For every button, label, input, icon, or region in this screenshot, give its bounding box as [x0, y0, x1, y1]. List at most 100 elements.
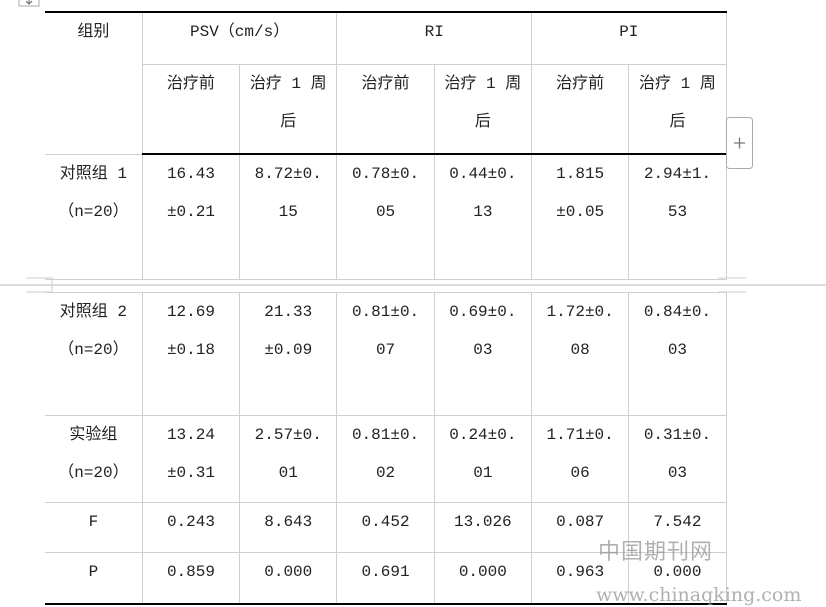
value-text: 0.000 — [458, 563, 507, 581]
table-part-2: 对照组 2 （n=20） 12.69±0.18 21.33±0.09 0.81±0.07… — [45, 292, 727, 605]
subheader-cell: 治疗 1 周后 — [433, 63, 533, 155]
value-cell: 0.000 — [433, 552, 532, 605]
value-text: 0.452 — [361, 513, 410, 531]
value-cell: 0.243 — [141, 502, 241, 553]
value-text: 13.026 — [454, 513, 512, 531]
data-row: 对照组 1 （n=20） 16.43±0.21 8.72±0.15 0.78±0.05 0… — [45, 153, 727, 280]
value-cell: 21.33±0.09 — [239, 292, 338, 416]
value-text: 21.33±0.09 — [264, 303, 313, 359]
subheader-row: 治疗前 治疗 1 周后 治疗前 治疗 1 周后 治疗前 治疗 1 周后 — [45, 63, 727, 155]
value-text: 7.542 — [653, 513, 702, 531]
value-cell: 0.78±0.05 — [336, 153, 435, 280]
header-row: 组别 PSV（cm/s） RI PI — [45, 11, 727, 155]
value-text: 0.859 — [166, 563, 215, 581]
value-text: 1.72±0.08 — [546, 303, 614, 359]
group-cell: 对照组 1 （n=20） — [45, 153, 143, 280]
value-text: 0.000 — [653, 563, 702, 581]
value-cell: 0.000 — [628, 552, 727, 605]
value-cell: 1.815±0.05 — [530, 153, 630, 280]
subheader-cell: 治疗前 — [530, 63, 630, 155]
value-cell: 8.643 — [239, 502, 338, 553]
header-cell: PI — [531, 11, 727, 65]
value-text: 0.243 — [166, 513, 215, 531]
value-text: 0.963 — [556, 563, 605, 581]
value-cell: 0.963 — [530, 552, 630, 605]
value-cell: 13.24±0.31 — [141, 415, 241, 503]
value-text: 0.81±0.07 — [351, 303, 420, 359]
group-name: P — [88, 563, 99, 581]
value-text: 13.24±0.31 — [166, 426, 215, 482]
value-text: 0.000 — [264, 563, 313, 581]
data-row: 实验组 （n=20） 13.24±0.31 2.57±0.01 0.81±0.02 0.2… — [45, 415, 727, 503]
subheader-text: 治疗 1 周后 — [639, 74, 716, 131]
group-n: （n=20） — [58, 202, 129, 221]
header-cell: RI — [336, 11, 532, 65]
subheader-cell: 治疗 1 周后 — [239, 63, 338, 155]
value-text: 1.815±0.05 — [556, 165, 605, 221]
group-name: F — [88, 513, 99, 531]
value-cell: 0.84±0.03 — [628, 292, 727, 416]
group-cell: F — [45, 502, 143, 553]
group-cell: 对照组 2 （n=20） — [45, 292, 143, 416]
value-cell: 0.44±0.13 — [433, 153, 533, 280]
value-text: 0.78±0.05 — [351, 165, 420, 221]
subheader-text: 治疗前 — [361, 74, 410, 93]
value-text: 0.691 — [361, 563, 410, 581]
value-cell: 0.69±0.03 — [433, 292, 532, 416]
value-text: 1.71±0.06 — [546, 426, 614, 482]
add-column-button[interactable] — [726, 117, 754, 170]
value-text: 0.087 — [556, 513, 605, 531]
value-cell: 0.31±0.03 — [628, 415, 727, 503]
value-cell: 0.24±0.01 — [433, 415, 532, 503]
corner-icon[interactable] — [18, 0, 42, 8]
value-cell: 0.81±0.07 — [336, 292, 435, 416]
data-row: 对照组 2 （n=20） 12.69±0.18 21.33±0.09 0.81±0.07… — [45, 292, 727, 416]
value-cell: 2.57±0.01 — [239, 415, 338, 503]
value-text: 2.57±0.01 — [254, 426, 322, 482]
subheader-cell: 治疗 1 周后 — [628, 63, 727, 155]
value-text: 0.31±0.03 — [643, 426, 712, 482]
value-text: 8.72±0.15 — [254, 165, 322, 221]
data-row: P 0.859 0.000 0.691 0.000 0.963 0.000 — [45, 552, 727, 605]
value-cell: 1.71±0.06 — [530, 415, 630, 503]
subheader-cell: 治疗前 — [142, 63, 241, 155]
value-text: 16.43±0.21 — [166, 165, 215, 221]
value-cell: 8.72±0.15 — [239, 153, 338, 280]
subheader-text: 治疗前 — [166, 74, 215, 93]
value-text: 0.24±0.01 — [449, 426, 517, 482]
value-text: 2.94±1.53 — [643, 165, 712, 221]
value-cell: 16.43±0.21 — [141, 153, 241, 280]
group-cell: 实验组 （n=20） — [45, 415, 143, 503]
value-cell: 0.691 — [336, 552, 435, 605]
value-cell: 0.452 — [336, 502, 435, 553]
subheader-text: 治疗前 — [556, 74, 605, 93]
watermark-url: www.chinaqking.com — [596, 584, 802, 606]
group-n: （n=20） — [58, 464, 129, 482]
value-text: 12.69±0.18 — [166, 303, 215, 359]
header-cell: PSV（cm/s） — [141, 11, 338, 65]
value-cell: 1.72±0.08 — [530, 292, 630, 416]
value-text: 8.643 — [264, 513, 313, 531]
subheader-text: 治疗 1 周后 — [249, 74, 327, 131]
value-text: 0.84±0.03 — [643, 303, 712, 359]
value-cell: 12.69±0.18 — [141, 292, 241, 416]
value-text: 0.69±0.03 — [449, 303, 517, 359]
subheader-text: 治疗 1 周后 — [444, 74, 522, 131]
header-cell: 组别 — [45, 11, 143, 155]
group-name: 对照组 2 — [59, 303, 127, 321]
value-text: 0.44±0.13 — [449, 165, 517, 221]
group-name: 实验组 — [69, 426, 118, 444]
table-part-1: 组别 PSV（cm/s） RI PI 治疗前 治疗 1 周后 治疗前 治疗 1 周后 治疗前 治疗… — [45, 11, 727, 280]
subheader-cell: 治疗前 — [336, 63, 435, 155]
value-cell: 0.000 — [239, 552, 338, 605]
value-text: 0.81±0.02 — [351, 426, 420, 482]
value-cell: 2.94±1.53 — [628, 153, 727, 280]
group-name: 对照组 1 — [59, 164, 127, 183]
value-cell: 0.81±0.02 — [336, 415, 435, 503]
group-cell: P — [45, 552, 143, 605]
value-cell: 13.026 — [433, 502, 532, 553]
group-n: （n=20） — [58, 341, 129, 359]
watermark-name: 中国期刊网 — [598, 540, 714, 565]
value-cell: 0.859 — [141, 552, 241, 605]
